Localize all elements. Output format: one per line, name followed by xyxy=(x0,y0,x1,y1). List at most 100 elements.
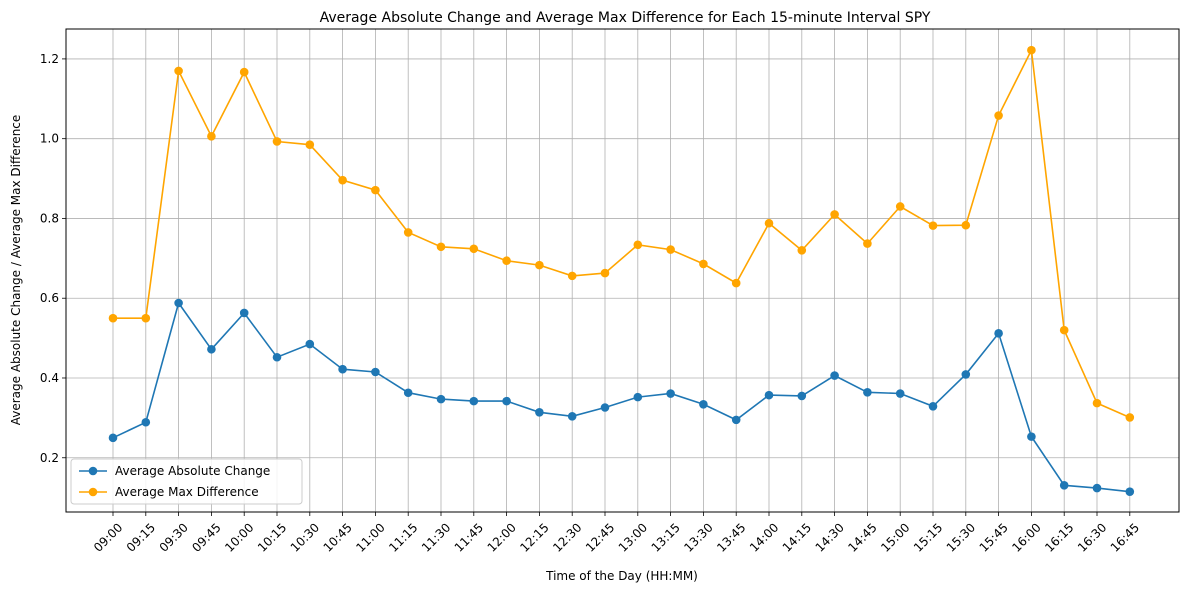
x-tick-label: 11:00 xyxy=(353,520,387,554)
data-point xyxy=(863,388,872,397)
y-tick-label: 0.4 xyxy=(40,371,59,385)
data-point xyxy=(1092,398,1102,408)
data-point xyxy=(1027,432,1036,441)
x-tick-label: 11:30 xyxy=(419,520,453,554)
x-tick-label: 09:00 xyxy=(91,520,125,554)
data-point xyxy=(108,313,118,323)
data-point xyxy=(1027,45,1036,55)
x-tick-label: 13:30 xyxy=(681,520,715,554)
data-point xyxy=(961,220,971,230)
data-point xyxy=(272,352,282,362)
x-tick-label: 15:30 xyxy=(944,520,978,554)
data-point xyxy=(371,185,380,195)
data-point xyxy=(174,298,183,308)
x-tick-label: 14:15 xyxy=(780,520,814,554)
data-point xyxy=(502,396,511,406)
data-point xyxy=(731,415,741,425)
data-point xyxy=(239,308,249,318)
data-point xyxy=(535,407,544,417)
x-tick-label: 12:45 xyxy=(583,520,617,554)
y-tick-label: 1.0 xyxy=(40,132,59,146)
data-point xyxy=(141,417,151,427)
x-tick-label: 10:15 xyxy=(255,520,289,554)
data-point xyxy=(174,66,183,76)
data-point xyxy=(633,240,643,250)
data-point xyxy=(928,221,938,230)
x-tick-label: 12:30 xyxy=(550,520,584,554)
x-tick-label: 09:30 xyxy=(157,520,191,554)
x-tick-label: 09:15 xyxy=(124,520,158,554)
legend-swatch-marker xyxy=(88,487,98,497)
x-tick-label: 15:00 xyxy=(878,520,912,554)
legend-item: Average Absolute Change xyxy=(79,464,270,478)
data-point xyxy=(108,433,118,443)
data-point xyxy=(403,388,413,398)
data-point xyxy=(797,391,807,401)
y-axis-label: Average Absolute Change / Average Max Di… xyxy=(9,115,23,426)
x-tick-label: 10:45 xyxy=(321,520,355,554)
grid xyxy=(66,29,1179,512)
data-point xyxy=(502,256,511,266)
data-point xyxy=(436,242,446,252)
data-point xyxy=(895,202,905,211)
data-point xyxy=(699,259,708,269)
x-tick-label: 11:45 xyxy=(452,520,486,554)
data-point xyxy=(436,394,446,404)
data-point xyxy=(699,400,708,409)
y-tick-label: 0.8 xyxy=(40,211,59,225)
x-tick-label: 12:00 xyxy=(485,520,519,554)
data-point xyxy=(961,370,971,379)
data-point xyxy=(535,260,544,270)
data-point xyxy=(764,390,774,400)
x-tick-label: 14:30 xyxy=(813,520,847,554)
y-tick-label: 0.6 xyxy=(40,291,59,305)
plot-area xyxy=(65,28,1180,513)
data-point xyxy=(567,271,577,281)
data-point xyxy=(1059,325,1069,335)
data-point xyxy=(239,67,249,77)
x-tick-label: 16:15 xyxy=(1042,520,1076,554)
legend-label: Average Absolute Change xyxy=(115,464,270,478)
y-tick-label: 0.2 xyxy=(40,451,59,465)
x-tick-label: 10:30 xyxy=(288,520,322,554)
x-tick-label: 16:00 xyxy=(1009,520,1043,554)
data-point xyxy=(830,210,839,219)
data-point xyxy=(338,364,347,374)
data-point xyxy=(305,339,315,349)
data-point xyxy=(1125,413,1135,422)
x-tick-label: 14:00 xyxy=(747,520,781,554)
data-point xyxy=(338,175,347,185)
data-point xyxy=(928,402,938,411)
legend-frame xyxy=(70,458,303,505)
data-point xyxy=(469,244,479,254)
series-line xyxy=(112,301,1130,493)
data-point xyxy=(567,411,577,421)
data-point xyxy=(469,396,479,406)
chart-title: Average Absolute Change and Average Max … xyxy=(320,10,931,26)
x-tick-label: 12:15 xyxy=(517,520,551,554)
x-tick-label: 09:45 xyxy=(189,520,223,554)
x-tick-label: 14:45 xyxy=(845,520,879,554)
legend-swatch-marker xyxy=(88,466,98,476)
data-point xyxy=(1092,483,1102,493)
data-point xyxy=(731,278,741,288)
data-point xyxy=(764,218,774,228)
data-point xyxy=(207,344,216,354)
series-layer xyxy=(108,45,1135,496)
x-tick-label: 16:45 xyxy=(1108,520,1142,554)
x-tick-label: 13:45 xyxy=(714,520,748,554)
data-point xyxy=(797,246,807,255)
x-tick-label: 15:15 xyxy=(911,520,945,554)
data-point xyxy=(403,228,413,237)
x-tick-label: 13:15 xyxy=(649,520,683,554)
data-point xyxy=(207,131,216,141)
legend-label: Average Max Difference xyxy=(115,485,259,499)
data-point xyxy=(1059,480,1069,490)
legend: Average Absolute Change Average Max Diffe… xyxy=(70,458,303,505)
data-point xyxy=(666,389,675,398)
legend-item: Average Max Difference xyxy=(79,485,259,499)
data-point xyxy=(305,140,315,149)
series-line xyxy=(113,47,1131,419)
data-point xyxy=(371,367,380,377)
